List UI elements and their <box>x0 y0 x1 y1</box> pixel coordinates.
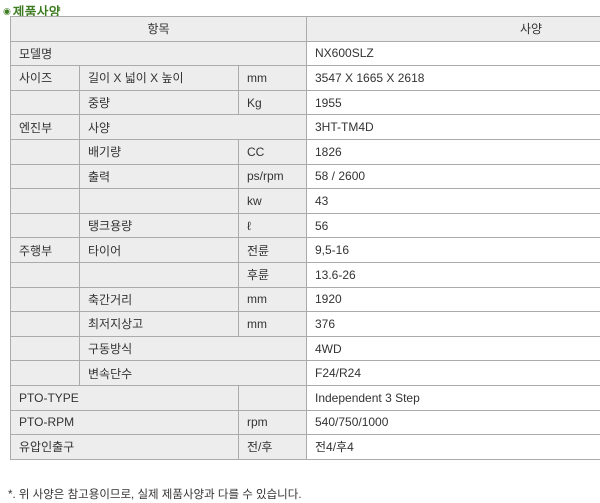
value-cell: 9,5-16 <box>306 237 600 263</box>
label-cell <box>10 360 80 386</box>
table-row: PTO-RPM rpm 540/750/1000 <box>10 409 600 436</box>
label-cell: 변속단수 <box>79 360 307 386</box>
table-header-row: 항목 사양 <box>10 16 600 42</box>
label-cell: 중량 <box>79 89 239 116</box>
label-cell: 탱크용량 <box>79 212 239 239</box>
value-cell: 13.6-26 <box>306 261 600 288</box>
label-cell <box>10 89 80 116</box>
label-cell <box>10 188 80 214</box>
value-cell: F24/R24 <box>306 360 600 386</box>
label-cell: CC <box>238 138 307 165</box>
label-cell: kw <box>238 188 307 214</box>
label-cell <box>10 163 80 190</box>
label-cell: 축간거리 <box>79 286 239 313</box>
label-cell: 최저지상고 <box>79 311 239 337</box>
header-item-cell: 항목 <box>10 16 307 42</box>
label-cell <box>10 138 80 165</box>
value-cell: 376 <box>306 311 600 337</box>
value-cell: Independent 3 Step <box>306 384 600 411</box>
value-cell: 1826 <box>306 138 600 165</box>
bullet-icon: ◉ <box>3 5 11 16</box>
header-spec-cell: 사양 <box>306 16 600 42</box>
label-cell: mm <box>238 311 307 337</box>
table-row: 탱크용량 ℓ 56 <box>10 212 600 239</box>
label-cell: 구동방식 <box>79 335 307 362</box>
label-cell: 사이즈 <box>10 65 80 91</box>
table-row: 엔진부 사양 3HT-TM4D <box>10 114 600 140</box>
table-row: PTO-TYPE Independent 3 Step <box>10 384 600 411</box>
table-row: 후륜 13.6-26 <box>10 261 600 288</box>
table-row: 유압인출구 전/후 전4/후4 <box>10 434 600 460</box>
table-row: 중량 Kg 1955 <box>10 89 600 116</box>
value-cell: NX600SLZ <box>306 40 600 67</box>
value-cell: 1955 <box>306 89 600 116</box>
label-cell: mm <box>238 286 307 313</box>
label-cell: 출력 <box>79 163 239 190</box>
table-row: 배기량 CC 1826 <box>10 138 600 165</box>
section-title-text: 제품사양 <box>12 5 61 19</box>
value-cell: 43 <box>306 188 600 214</box>
table-row: 출력 ps/rpm 58 / 2600 <box>10 163 600 190</box>
value-cell: 1920 <box>306 286 600 313</box>
label-cell: ℓ <box>238 212 307 239</box>
section-title: ◉ 제품사양 <box>3 1 61 20</box>
label-cell <box>10 335 80 362</box>
label-cell: 전/후 <box>238 434 307 460</box>
value-cell: 56 <box>306 212 600 239</box>
label-cell: mm <box>238 65 307 91</box>
value-cell: 58 / 2600 <box>306 163 600 190</box>
value-cell: 4WD <box>306 335 600 362</box>
label-cell: 유압인출구 <box>10 434 239 460</box>
label-cell <box>79 188 239 214</box>
footnote: *. 위 사양은 참고용이므로, 실제 제품사양과 다를 수 있습니다. <box>8 489 302 501</box>
label-cell: 엔진부 <box>10 114 80 140</box>
value-cell: 3547 X 1665 X 2618 <box>306 65 600 91</box>
label-cell: rpm <box>238 409 307 436</box>
table-row: 주행부 타이어 전륜 9,5-16 <box>10 237 600 263</box>
value-cell: 3HT-TM4D <box>306 114 600 140</box>
value-cell: 전4/후4 <box>306 434 600 460</box>
label-cell <box>10 212 80 239</box>
table-row: 사이즈 길이 X 넓이 X 높이 mm 3547 X 1665 X 2618 <box>10 65 600 91</box>
label-cell: 주행부 <box>10 237 80 263</box>
spec-table-container: 항목 사양 모델명 NX600SLZ 사이즈 길이 X 넓이 X 높이 mm 3547 X… <box>10 16 600 485</box>
table-row: kw 43 <box>10 188 600 214</box>
label-cell: Kg <box>238 89 307 116</box>
label-cell: 후륜 <box>238 261 307 288</box>
label-cell <box>10 286 80 313</box>
label-cell: PTO-RPM <box>10 409 239 436</box>
label-cell: 타이어 <box>79 237 239 263</box>
label-cell: 길이 X 넓이 X 높이 <box>79 65 239 91</box>
label-cell: PTO-TYPE <box>10 384 239 411</box>
label-cell: 모델명 <box>10 40 307 67</box>
label-cell: 전륜 <box>238 237 307 263</box>
table-row: 모델명 NX600SLZ <box>10 40 600 67</box>
label-cell: ps/rpm <box>238 163 307 190</box>
label-cell <box>10 311 80 337</box>
label-cell: 사양 <box>79 114 307 140</box>
table-row: 변속단수 F24/R24 <box>10 360 600 386</box>
table-row: 최저지상고 mm 376 <box>10 311 600 337</box>
table-row: 구동방식 4WD <box>10 335 600 362</box>
spec-table-body: 모델명 NX600SLZ 사이즈 길이 X 넓이 X 높이 mm 3547 X 1665 … <box>10 40 600 460</box>
table-row: 축간거리 mm 1920 <box>10 286 600 313</box>
label-cell: 배기량 <box>79 138 239 165</box>
value-cell: 540/750/1000 <box>306 409 600 436</box>
label-cell <box>10 261 80 288</box>
label-cell <box>238 384 307 411</box>
label-cell <box>79 261 239 288</box>
spec-table: 항목 사양 모델명 NX600SLZ 사이즈 길이 X 넓이 X 높이 mm 3547 X… <box>10 16 600 460</box>
